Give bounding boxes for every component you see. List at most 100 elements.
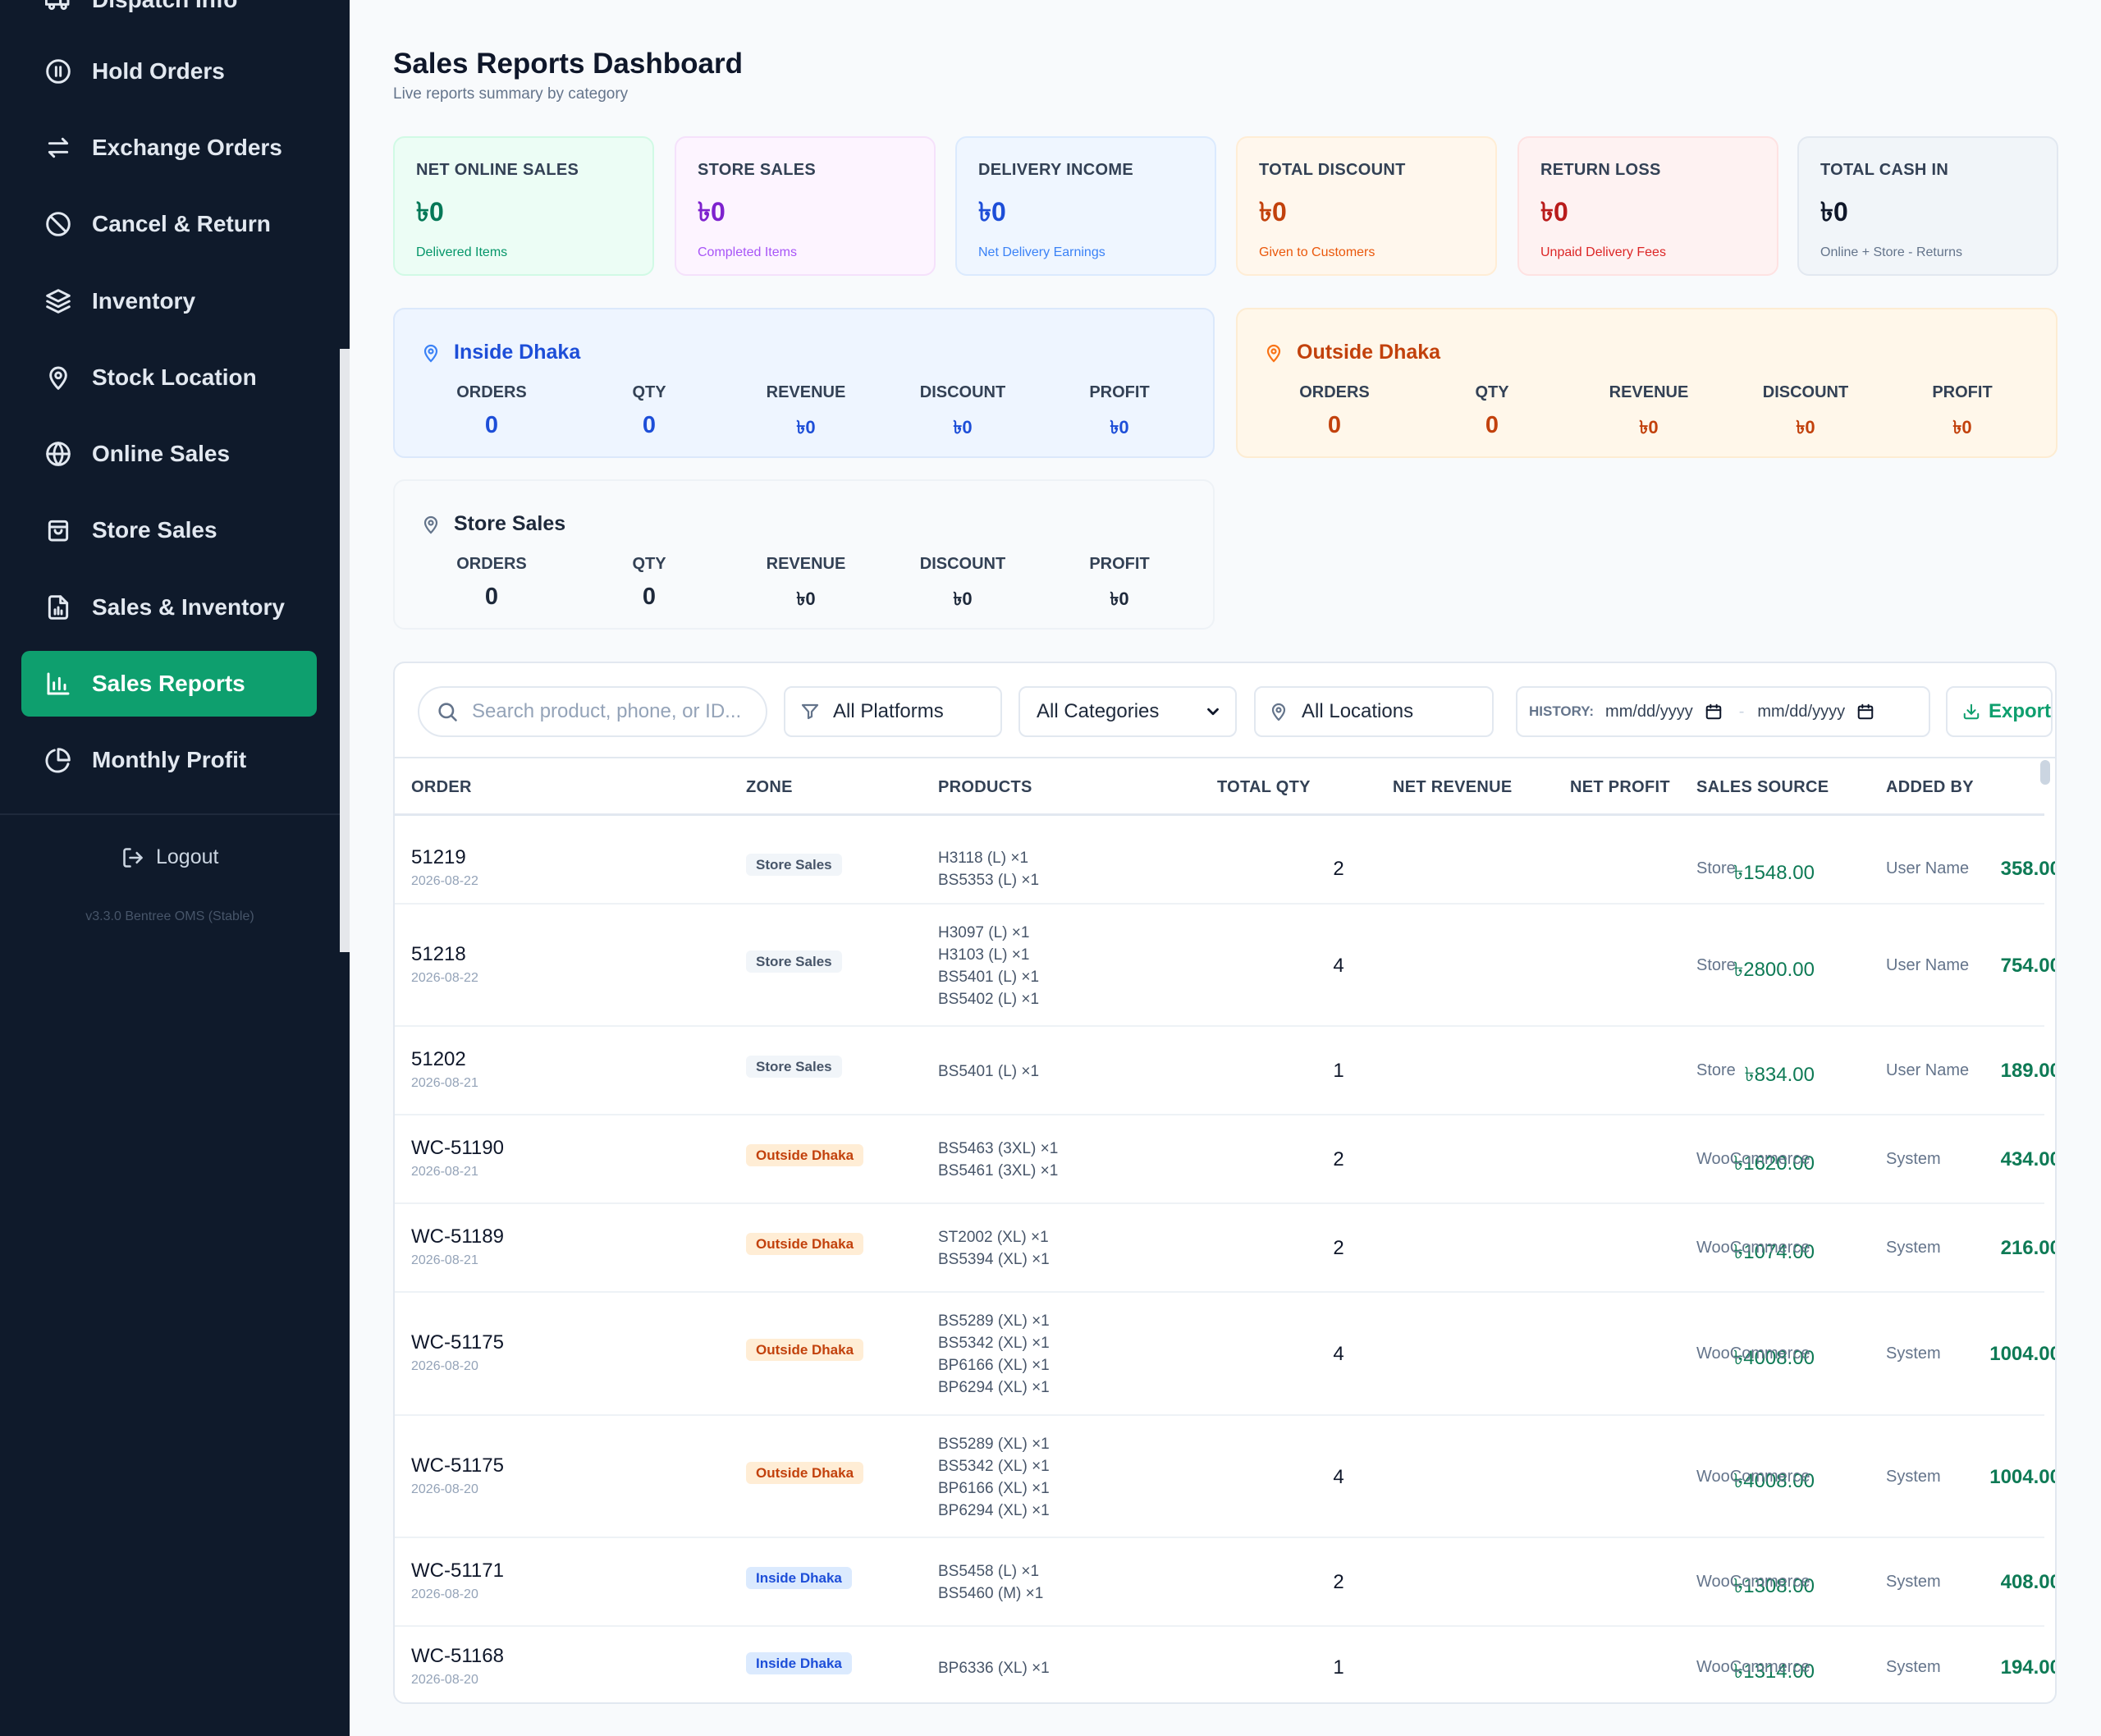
table-header: ORDER ZONE PRODUCTS TOTAL QTY NET REVENU… (395, 758, 2044, 816)
sidebar-item-inventory[interactable]: Inventory (21, 268, 317, 334)
table-row[interactable]: WC-51189 2026-08-21 Outside Dhaka ST2002 (X… (395, 1204, 2055, 1293)
sidebar-item-stock-location[interactable]: Stock Location (21, 345, 317, 410)
sidebar-item-hold-orders[interactable]: Hold Orders (21, 39, 317, 104)
sidebar-scrollbar[interactable] (340, 0, 350, 1736)
layers-icon (44, 287, 72, 315)
table-row[interactable]: WC-51190 2026-08-21 Outside Dhaka BS5463 (3… (395, 1115, 2055, 1204)
added-by: System (1886, 1239, 1941, 1257)
logout-button[interactable]: Logout (121, 845, 218, 869)
sidebar-item-online-sales[interactable]: Online Sales (21, 421, 317, 487)
products-cell: BS5463 (3XL) ×1 BS5461 (3XL) ×1 (938, 1138, 1058, 1182)
page-subtitle: Live reports summary by category (393, 85, 629, 103)
zone-stat-profit: PROFIT ৳0 (1054, 555, 1185, 616)
sidebar-item-cancel-return[interactable]: Cancel & Return (21, 191, 317, 257)
search-input[interactable]: Search product, phone, or ID... (418, 686, 767, 737)
zone-stat-label: PROFIT (1089, 555, 1150, 573)
table-scroll-thumb[interactable] (2040, 760, 2050, 785)
zone-stat-value: 0 (484, 412, 499, 438)
kpi-label: STORE SALES (698, 161, 817, 179)
zone-badge: Outside Dhaka (746, 1144, 864, 1166)
truck-icon (44, 0, 72, 14)
zone-stat-qty: QTY 0 (1426, 383, 1558, 439)
product-line: BS5342 (XL) ×1 (938, 1335, 1050, 1352)
sidebar-item-label: Exchange Orders (92, 135, 282, 160)
zone-stat-orders: ORDERS 0 (426, 383, 557, 439)
added-by: System (1886, 1467, 1941, 1486)
added-by: User Name (1886, 955, 1970, 974)
sidebar-item-label: Store Sales (92, 517, 217, 543)
total-qty: 4 (1333, 1465, 1344, 1488)
kpi-note: Delivered Items (416, 245, 508, 259)
zone-stat-orders: ORDERS 0 (1269, 383, 1400, 439)
sidebar-item-monthly-profit[interactable]: Monthly Profit (21, 727, 317, 793)
zone-stat-value: 0 (642, 412, 657, 438)
export-button[interactable]: Export (1946, 686, 2053, 737)
calendar-icon[interactable] (1705, 703, 1723, 721)
order-id: WC-51175 (411, 1454, 504, 1477)
kpi-value: ৳0 (1820, 197, 1848, 227)
zone-stat-label: REVENUE (1609, 383, 1689, 401)
total-qty: 4 (1333, 954, 1344, 977)
total-qty: 2 (1333, 1571, 1344, 1593)
kpi-value: ৳0 (978, 197, 1006, 227)
zone-stat-label: PROFIT (1089, 383, 1150, 401)
column-header-zone[interactable]: ZONE (746, 778, 793, 796)
products-cell: ST2002 (XL) ×1 BS5394 (XL) ×1 (938, 1226, 1050, 1271)
sidebar-item-store-sales[interactable]: Store Sales (21, 497, 317, 563)
platform-filter[interactable]: All Platforms (784, 686, 1002, 737)
zone-badge: Inside Dhaka (746, 1652, 852, 1674)
zone-cell: Inside Dhaka (746, 1652, 852, 1674)
column-header-sales-source[interactable]: SALES SOURCE (1696, 778, 1829, 796)
sidebar-item-sales-reports[interactable]: Sales Reports (21, 651, 317, 717)
history-date-range: HISTORY: mm/dd/yyyy - mm/dd/yyyy (1516, 686, 1930, 737)
map-pin-icon (423, 515, 438, 534)
zone-stat-discount: DISCOUNT ৳0 (897, 383, 1028, 444)
total-qty: 4 (1333, 1343, 1344, 1365)
column-header-net-revenue[interactable]: NET REVENUE (1393, 778, 1513, 796)
zone-stat-value: ৳0 (1796, 417, 1815, 437)
zone-title: Outside Dhaka (1264, 341, 1440, 364)
table-row[interactable]: WC-51168 2026-08-20 Inside Dhaka BP6336 (XL… (395, 1627, 2055, 1702)
zone-stat-label: REVENUE (766, 383, 846, 401)
kpi-note: Online + Store - Returns (1820, 245, 1962, 259)
zone-badge: Store Sales (746, 1056, 842, 1078)
table-row[interactable]: 51218 2026-08-22 Store Sales H3097 (L) ×1 H3… (395, 905, 2055, 1027)
table-row[interactable]: 51202 2026-08-21 Store Sales BS5401 (L) ×1 1… (395, 1027, 2055, 1115)
sidebar: Dispatch Info Hold Orders Exchange Order… (0, 0, 350, 1736)
sidebar-item-sales-inventory[interactable]: Sales & Inventory (21, 575, 317, 640)
zone-card-store-sales: Store Sales ORDERS 0 QTY 0 REVENUE ৳0 DISCO… (393, 479, 1215, 630)
kpi-value: ৳0 (698, 197, 726, 227)
order-date: 2026-08-20 (411, 1482, 478, 1496)
zone-card-inside-dhaka: Inside Dhaka ORDERS 0 QTY 0 REVENUE ৳0 DISC… (393, 308, 1215, 458)
location-filter[interactable]: All Locations (1254, 686, 1494, 737)
column-header-products[interactable]: PRODUCTS (938, 778, 1032, 796)
date-to-input[interactable]: mm/dd/yyyy (1757, 702, 1846, 721)
zone-stat-label: ORDERS (1299, 383, 1370, 401)
date-from-input[interactable]: mm/dd/yyyy (1605, 702, 1693, 721)
column-header-added-by[interactable]: ADDED BY (1886, 778, 1974, 796)
zone-cell: Outside Dhaka (746, 1144, 864, 1166)
zone-cell: Outside Dhaka (746, 1461, 864, 1484)
kpi-note: Completed Items (698, 245, 797, 259)
zone-cell: Store Sales (746, 1056, 842, 1078)
column-header-net-profit[interactable]: NET PROFIT (1570, 778, 1670, 796)
table-row[interactable]: 51219 2026-08-22 Store Sales H3118 (L) ×1 BS… (395, 833, 2055, 905)
net-revenue: ৳4008.00 (1733, 1469, 1815, 1492)
table-row[interactable]: WC-51171 2026-08-20 Inside Dhaka BS5458 (L)… (395, 1538, 2055, 1627)
category-select[interactable]: All Categories (1018, 686, 1237, 737)
sidebar-scroll-thumb[interactable] (340, 349, 350, 952)
column-header-order[interactable]: ORDER (411, 778, 472, 796)
zone-stat-orders: ORDERS 0 (426, 555, 557, 611)
net-profit: 1004.00 (1989, 1343, 2057, 1365)
table-row[interactable]: WC-51175 2026-08-20 Outside Dhaka BS5289 (X… (395, 1293, 2055, 1416)
zone-stat-value: 0 (1485, 412, 1499, 438)
table-row[interactable]: WC-51175 2026-08-20 Outside Dhaka BS5289 (X… (395, 1416, 2055, 1538)
zone-stat-qty: QTY 0 (584, 383, 715, 439)
sidebar-item-exchange-orders[interactable]: Exchange Orders (21, 115, 317, 181)
calendar-icon[interactable] (1856, 703, 1874, 721)
sidebar-item-dispatch-info[interactable]: Dispatch Info (21, 0, 317, 33)
column-header-total-qty[interactable]: TOTAL QTY (1217, 778, 1311, 796)
order-id: WC-51190 (411, 1137, 504, 1159)
kpi-net-online-sales: NET ONLINE SALES ৳0 Delivered Items (393, 136, 654, 276)
pause-circle-icon (44, 57, 72, 85)
